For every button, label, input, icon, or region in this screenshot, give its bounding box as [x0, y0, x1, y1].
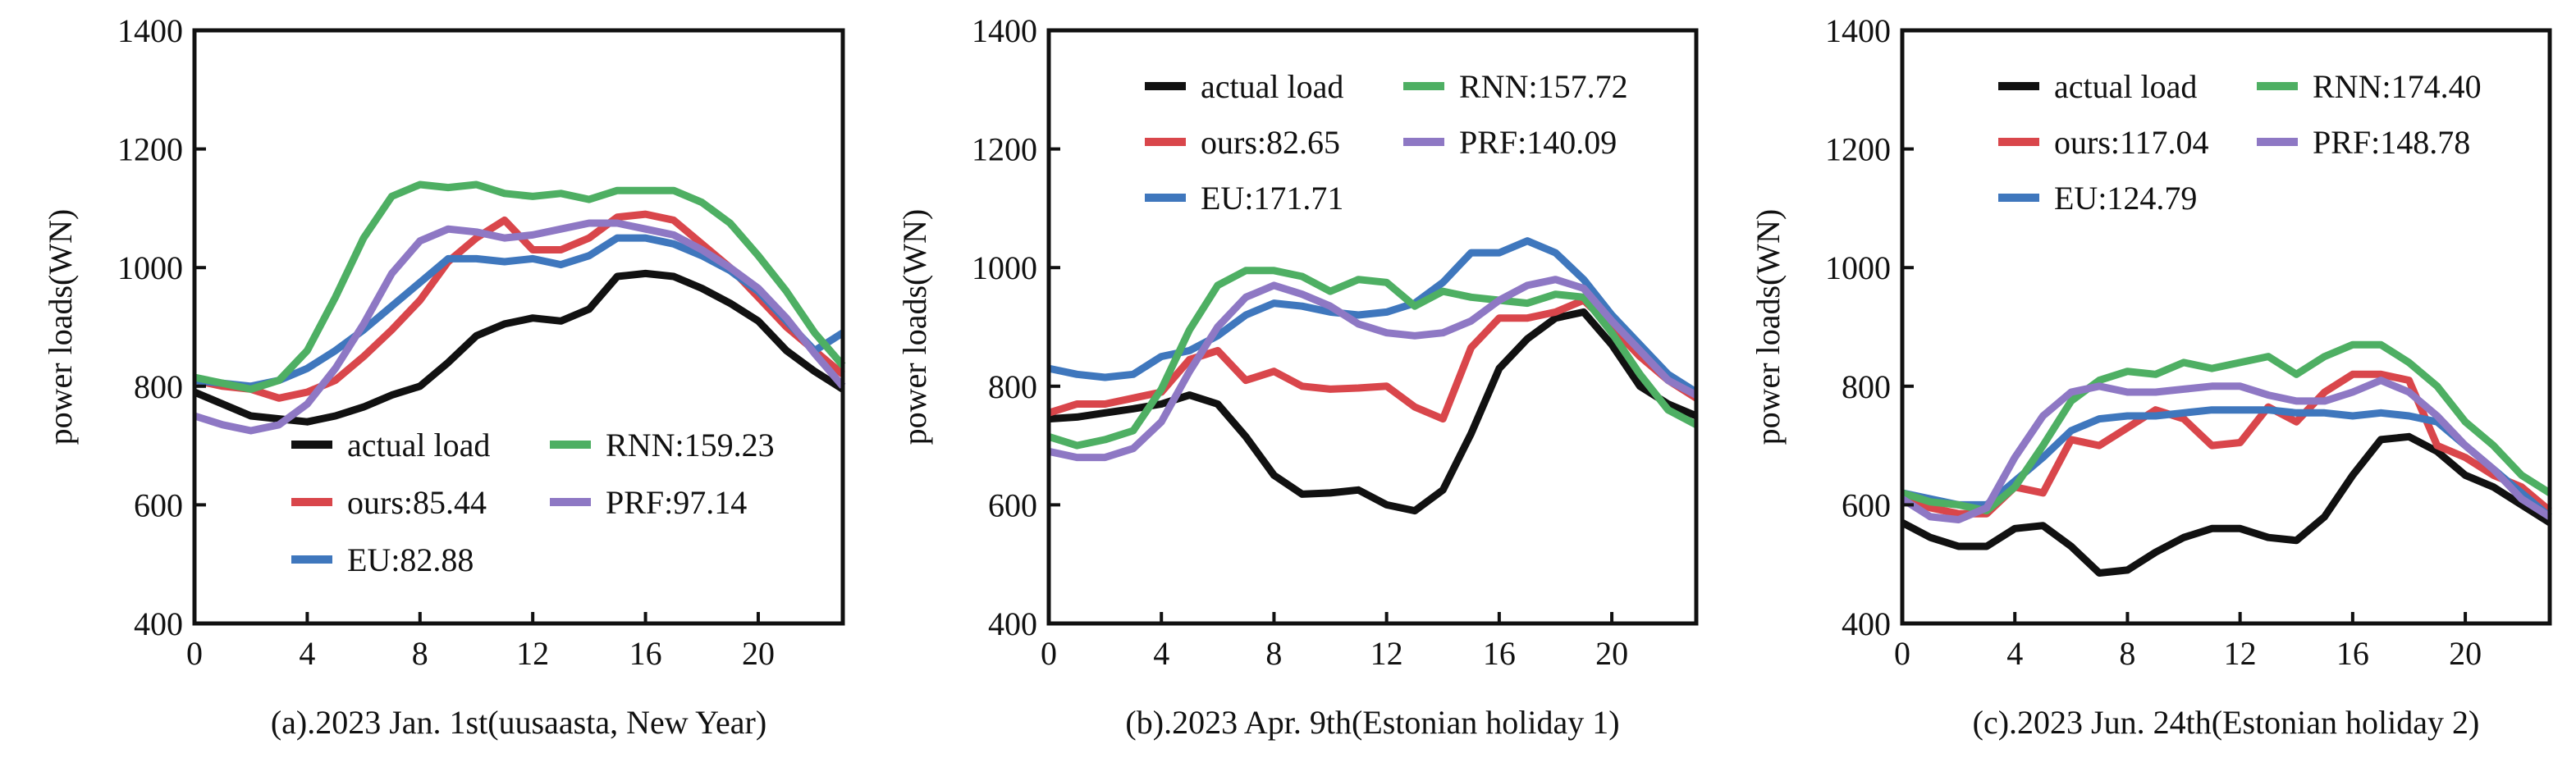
y-tick-label: 1400 — [117, 12, 183, 49]
legend-label-ours: ours:117.04 — [2054, 124, 2209, 161]
series-line-RNN-c — [1901, 340, 2552, 515]
y-tick-label: 1400 — [1825, 12, 1891, 49]
legend-c: actual load ours:117.04 EU:124.79 RNN:174.4… — [1998, 68, 2482, 217]
legend-label-ours: ours:82.65 — [1201, 124, 1340, 161]
panel-caption-c: (c).2023 Jun. 24th(Estonian holiday 2) — [1973, 704, 2480, 741]
series-line-PRF-c — [1900, 377, 2552, 523]
y-tick-label: 800 — [1842, 368, 1891, 405]
x-tick-label: 16 — [2336, 635, 2369, 672]
series-line-actual-load-b — [1048, 308, 1698, 515]
series-line-RNN-b — [1047, 267, 1699, 450]
x-tick-label: 16 — [1483, 635, 1516, 672]
series-line-EU-b — [1048, 237, 1699, 395]
legend-a: actual load ours:85.44 EU:82.88 RNN:159.23 P… — [291, 427, 775, 578]
x-tick-label: 0 — [1041, 635, 1057, 672]
series-line-actual-load-a — [193, 269, 845, 426]
series-line-PRF-a — [193, 219, 846, 435]
y-tick-label: 1200 — [117, 131, 183, 168]
y-tick-label: 1400 — [972, 12, 1037, 49]
plot-frame-c — [1900, 28, 2552, 626]
x-tick-label: 8 — [1265, 635, 1282, 672]
legend-label-actual-load: actual load — [347, 427, 490, 463]
legend-label-ours: ours:85.44 — [347, 484, 487, 521]
x-tick-label: 0 — [186, 635, 203, 672]
y-axis-label-a: power loads(WN) — [42, 209, 79, 445]
x-tick-label: 20 — [2449, 635, 2482, 672]
x-tick-label: 12 — [2224, 635, 2257, 672]
plot-frame-b — [1046, 28, 1699, 626]
legend-label-EU: EU:82.88 — [347, 541, 474, 578]
legend-label-RNN: RNN:157.72 — [1459, 68, 1628, 105]
x-tick-label: 0 — [1894, 635, 1910, 672]
legend-label-actual-load: actual load — [1201, 68, 1343, 105]
legend-label-PRF: PRF:97.14 — [606, 484, 747, 521]
x-tick-label: 8 — [412, 635, 428, 672]
legend-label-EU: EU:171.71 — [1201, 180, 1343, 217]
series-line-PRF-b — [1048, 276, 1699, 462]
plot-frame-a — [192, 28, 845, 626]
y-tick-label: 800 — [134, 368, 183, 405]
panel-a: 400 600 800 1000 1200 1400 0 4 8 12 16 20 power load… — [42, 12, 846, 741]
y-tick-label: 1200 — [972, 131, 1037, 168]
y-tick-label: 400 — [988, 605, 1037, 642]
y-tick-label: 1000 — [972, 249, 1037, 286]
x-tick-label: 20 — [1595, 635, 1628, 672]
y-tick-label: 800 — [988, 368, 1037, 405]
x-tick-label: 4 — [2006, 635, 2023, 672]
y-tick-label: 600 — [134, 486, 183, 523]
x-tick-label: 16 — [629, 635, 662, 672]
y-axis-label-c: power loads(WN) — [1750, 209, 1787, 445]
legend-label-PRF: PRF:140.09 — [1459, 124, 1617, 161]
legend-label-RNN: RNN:159.23 — [606, 427, 775, 463]
legend-label-PRF: PRF:148.78 — [2313, 124, 2470, 161]
y-tick-label: 400 — [134, 605, 183, 642]
panel-caption-a: (a).2023 Jan. 1st(uusaasta, New Year) — [271, 704, 766, 741]
x-tick-label: 4 — [1153, 635, 1169, 672]
x-tick-label: 4 — [299, 635, 315, 672]
panel-caption-b: (b).2023 Apr. 9th(Estonian holiday 1) — [1125, 704, 1619, 741]
y-tick-label: 600 — [988, 486, 1037, 523]
x-tick-label: 12 — [516, 635, 549, 672]
panel-c: 400 600 800 1000 1200 1400 0 4 8 12 16 20 power load… — [1750, 12, 2552, 741]
y-tick-label: 400 — [1842, 605, 1891, 642]
x-tick-label: 20 — [742, 635, 775, 672]
series-line-actual-load-c — [1900, 432, 2552, 577]
y-axis-label-b: power loads(WN) — [896, 209, 933, 445]
legend-b: actual load ours:82.65 EU:171.71 RNN:157.72… — [1145, 68, 1628, 217]
panel-b: 400 600 800 1000 1200 1400 0 4 8 12 16 20 power load… — [896, 12, 1699, 741]
y-tick-label: 1000 — [117, 249, 183, 286]
y-tick-label: 1200 — [1825, 131, 1891, 168]
y-tick-label: 1000 — [1825, 249, 1891, 286]
x-tick-label: 12 — [1370, 635, 1403, 672]
y-tick-label: 600 — [1842, 486, 1891, 523]
series-line-RNN-a — [194, 180, 846, 393]
legend-label-RNN: RNN:174.40 — [2313, 68, 2482, 105]
legend-label-EU: EU:124.79 — [2054, 180, 2197, 217]
legend-label-actual-load: actual load — [2054, 68, 2197, 105]
x-tick-label: 8 — [2119, 635, 2135, 672]
